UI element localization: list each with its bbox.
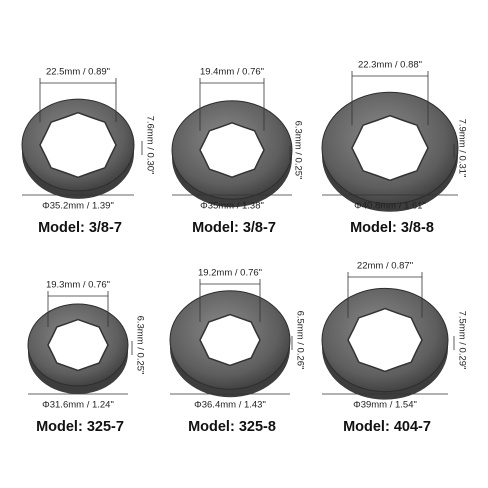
inner-diameter-label: 22mm / 0.87" xyxy=(357,261,413,272)
inner-diameter-label: 19.4mm / 0.76" xyxy=(200,67,264,78)
sprocket-item: 19.2mm / 0.76" 6.5mm / 0.26" Φ36.4mm / 1.4… xyxy=(169,268,305,435)
outer-diameter-label: Φ31.6mm / 1.24" xyxy=(42,400,114,411)
thickness-label: 6.3mm / 0.25" xyxy=(134,316,145,375)
outer-diameter-label: Φ35mm / 1.38" xyxy=(200,201,264,212)
sprocket-item: 19.4mm / 0.76" 6.3mm / 0.25" Φ35mm / 1.38"… xyxy=(171,67,303,236)
thickness-label: 7.6mm / 0.30" xyxy=(144,116,155,175)
outer-diameter-label: Φ35.2mm / 1.39" xyxy=(42,201,114,212)
outer-diameter-label: Φ40.8mm / 1.61" xyxy=(354,201,426,212)
inner-diameter-label: 22.3mm / 0.88" xyxy=(358,60,422,71)
sprocket-item: 22.3mm / 0.88" 7.9mm / 0.31" Φ40.8mm / 1.6… xyxy=(321,60,467,236)
sprocket-item: 19.3mm / 0.76" 6.3mm / 0.25" Φ31.6mm / 1.2… xyxy=(27,280,145,435)
sprocket-item: 22.5mm / 0.89" 7.6mm / 0.30" Φ35.2mm / 1.3… xyxy=(21,67,155,236)
model-label: Model: 3/8-7 xyxy=(192,220,276,236)
sprocket-item: 22mm / 0.87" 7.5mm / 0.29" Φ39mm / 1.54" Mo… xyxy=(321,261,467,435)
inner-diameter-label: 19.3mm / 0.76" xyxy=(46,280,110,291)
model-label: Model: 325-7 xyxy=(36,419,124,435)
thickness-label: 6.3mm / 0.25" xyxy=(292,121,303,180)
ring-hole xyxy=(347,307,423,373)
ring-hole xyxy=(351,114,429,182)
model-label: Model: 404-7 xyxy=(343,419,431,435)
model-label: Model: 3/8-7 xyxy=(38,220,122,236)
ring-hole xyxy=(199,313,261,367)
model-label: Model: 325-8 xyxy=(188,419,276,435)
thickness-label: 7.5mm / 0.29" xyxy=(456,311,467,370)
ring-hole xyxy=(39,111,117,179)
inner-diameter-label: 19.2mm / 0.76" xyxy=(198,268,262,279)
outer-diameter-label: Φ39mm / 1.54" xyxy=(353,400,417,411)
outer-diameter-label: Φ36.4mm / 1.43" xyxy=(194,400,266,411)
ring-hole xyxy=(199,122,265,178)
thickness-label: 7.9mm / 0.31" xyxy=(456,119,467,178)
thickness-label: 6.5mm / 0.26" xyxy=(294,311,305,370)
model-label: Model: 3/8-8 xyxy=(350,220,434,236)
ring-hole xyxy=(47,318,109,372)
inner-diameter-label: 22.5mm / 0.89" xyxy=(46,67,110,78)
